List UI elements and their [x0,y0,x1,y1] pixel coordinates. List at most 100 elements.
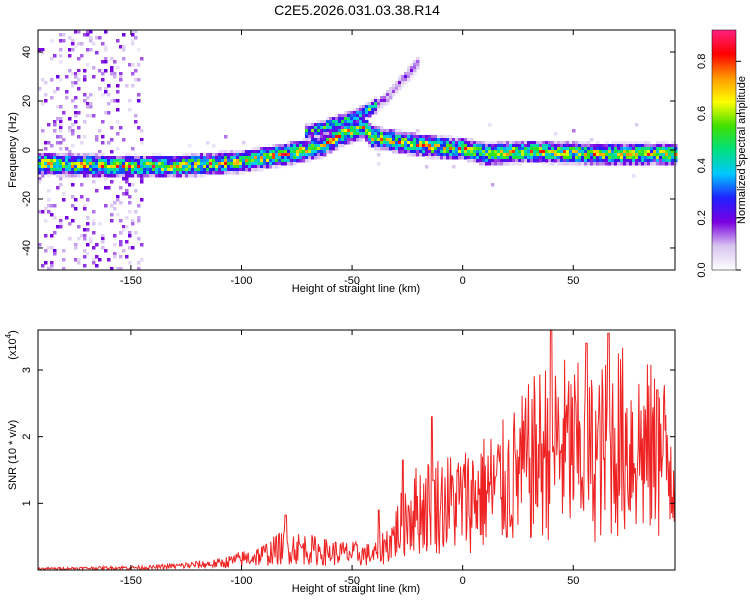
spectrogram-cell [440,144,444,148]
spectrogram-cell [245,150,249,154]
spectrogram-cell [281,144,285,148]
spectrogram-cell [83,234,87,238]
spectrogram-cell [203,162,207,166]
spectrogram-cell [305,135,309,139]
spectrogram-cell [86,30,90,34]
spectrogram-cell [503,153,507,157]
spectrogram-cell [356,114,360,118]
spectrogram-cell [386,90,390,94]
spectrogram-cell [374,129,378,133]
spectrogram-cell [38,87,42,91]
spectrogram-cell [440,141,444,145]
spectrogram-cell [407,135,411,139]
spectrogram-cell [287,162,291,166]
spectrogram-cell [530,144,534,148]
spectrogram-cell [323,123,327,127]
spectrogram-cell [407,75,411,79]
spectrogram-cell [158,159,162,163]
spectrogram-cell [92,159,96,163]
spectrogram-cell [530,156,534,160]
spectrogram-cell [71,174,75,178]
spectrogram-cell [635,159,639,163]
spectrogram-cell [113,171,117,175]
spectrogram-cell [173,171,177,175]
spectrogram-cell [275,156,279,160]
spectrogram-cell [434,156,438,160]
spectrogram-cell [458,150,462,154]
spectrogram-cell [479,150,483,154]
spectrogram-cell [260,156,264,160]
spectrogram-cell [647,147,651,151]
spectrogram-cell [671,156,675,160]
spectrogram-cell [380,102,384,106]
spectrogram-cell [146,162,150,166]
spectrogram-cell [104,249,108,253]
spectrogram-cell [242,153,246,157]
spectrogram-cell [263,159,267,163]
spectrogram-cell [512,162,516,166]
spectrogram-cell [245,165,249,169]
spectrogram-cell [50,234,54,238]
spectrogram-cell [662,147,666,151]
spectrogram-cell [107,156,111,160]
spectrogram-cell [326,141,330,145]
spectrogram-cell [551,162,555,166]
spectrogram-cell [305,141,309,145]
spectrogram-cell [245,168,249,172]
spectrogram-cell [98,87,102,91]
spectrogram-cell [317,141,321,145]
spectrogram-cell [314,138,318,142]
spectrogram-cell [674,153,678,157]
spectrogram-cell [104,177,108,181]
spectrogram-cell [656,150,660,154]
spectrogram-cell [542,147,546,151]
spectrogram-cell [536,144,540,148]
spectrogram-cell [188,153,192,157]
spectrogram-cell [491,144,495,148]
spectrogram-cell [92,114,96,118]
spectrogram-cell [266,153,270,157]
spectrogram-cell [647,162,651,166]
spectrogram-cell [536,141,540,145]
spectrogram-cell [83,207,87,211]
spectrogram-cell [506,162,510,166]
spectrogram-cell [134,165,138,169]
spectrogram-cell [542,162,546,166]
spectrogram-cell [374,132,378,136]
spectrogram-cell [80,54,84,58]
spectrogram-cell [605,153,609,157]
spectrogram-cell [272,156,276,160]
spectrogram-cell [305,156,309,160]
spectrogram-cell [260,162,264,166]
spectrogram-cell [89,105,93,109]
spectrogram-cell [77,87,81,91]
spectrogram-cell [389,87,393,91]
spectrogram-cell [101,78,105,82]
spectrogram-cell [242,171,246,175]
spectrogram-cell [89,48,93,52]
spectrogram-cell [77,30,81,34]
spectrogram-cell [86,48,90,52]
spectrogram-cell [407,153,411,157]
spectrogram-cell [572,156,576,160]
spectrogram-cell [653,147,657,151]
spectrogram-cell [440,156,444,160]
spectrogram-cell [326,147,330,151]
spectrogram-cell [344,114,348,118]
spectrogram-cell [98,162,102,166]
spectrogram-cell [416,132,420,136]
spectrogram-cell [59,222,63,226]
spectrogram-cell [128,99,132,103]
spectrogram-cell [422,153,426,157]
spectrogram-cell [308,126,312,130]
spectrogram-cell [89,30,93,34]
spectrogram-cell [518,150,522,154]
spectrogram-cell [218,165,222,169]
snr-frame [37,329,676,571]
spectrogram-cell [101,162,105,166]
spectrogram-cell [320,126,324,130]
spectrogram-cell [386,93,390,97]
spectrogram-cell [71,168,75,172]
spectrogram-cell [164,162,168,166]
spectrogram-cell [179,168,183,172]
